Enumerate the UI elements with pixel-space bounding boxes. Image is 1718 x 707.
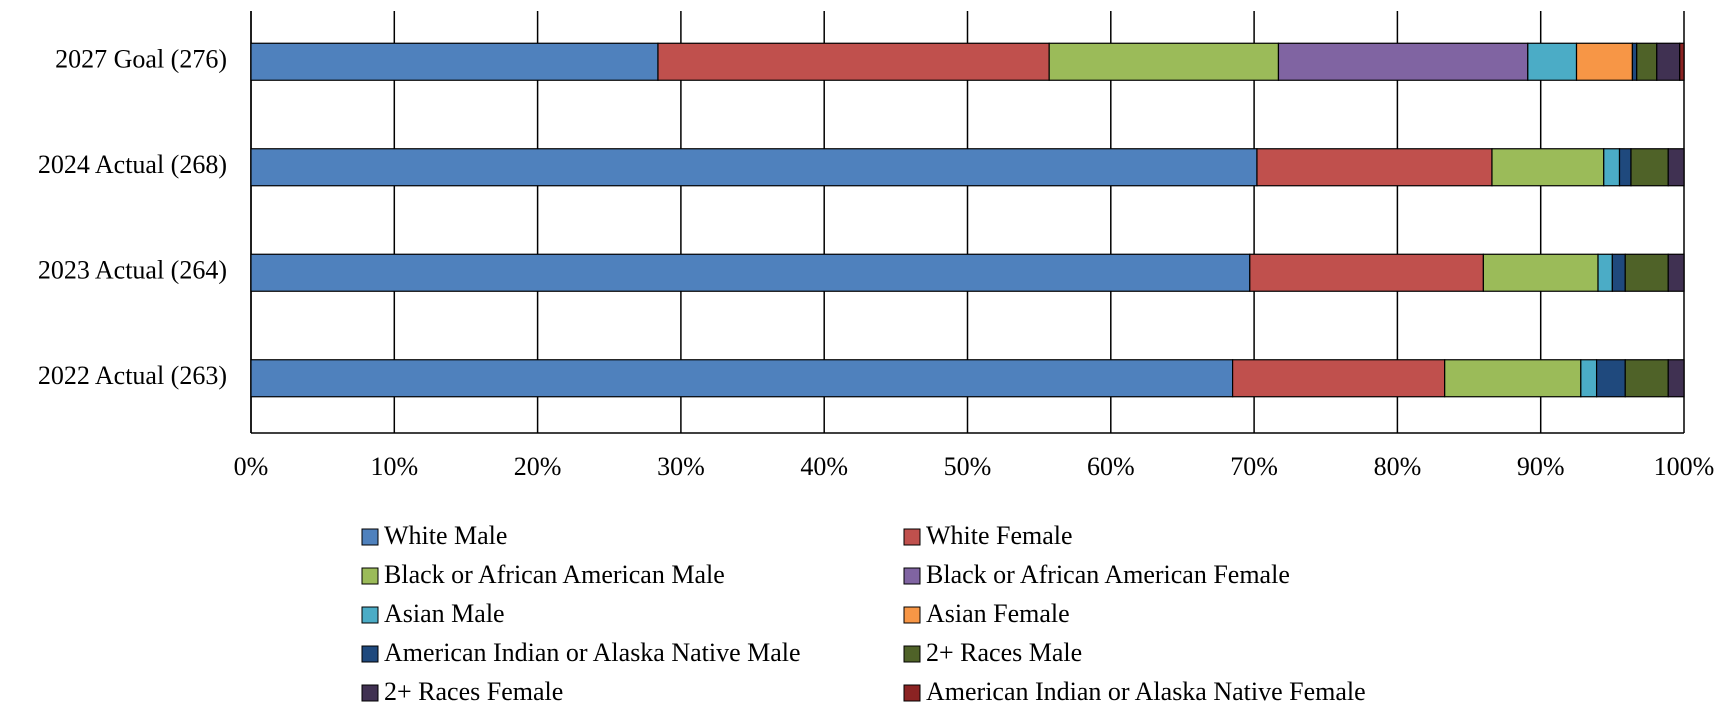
bar-segment [1580, 359, 1598, 398]
legend-swatch [903, 567, 921, 585]
bar-segment [1597, 253, 1613, 292]
bar-segment [1249, 253, 1484, 292]
bar-segment [1679, 42, 1685, 81]
legend-swatch [361, 645, 379, 663]
x-tick-label: 50% [944, 452, 992, 481]
bar-segment [1667, 359, 1685, 398]
bar-segment [1618, 148, 1632, 187]
y-tick-label: 2022 Actual (263) [38, 361, 227, 390]
bar-segment [1656, 42, 1681, 81]
bar-segment [1491, 148, 1605, 187]
bar-segment [1667, 148, 1685, 187]
bar-segment [1575, 42, 1634, 81]
bar-segment [1444, 359, 1582, 398]
bar-segment [1527, 42, 1578, 81]
x-tick-label: 10% [370, 452, 418, 481]
x-tick-label: 20% [514, 452, 562, 481]
legend-label: 2+ Races Female [384, 677, 563, 706]
legend-label: Asian Male [384, 599, 505, 628]
legend-label: 2+ Races Male [926, 638, 1082, 667]
legend-label: White Male [384, 521, 507, 550]
x-tick-label: 90% [1517, 452, 1565, 481]
legend-label: Asian Female [926, 599, 1070, 628]
bar-segment [250, 148, 1258, 187]
bar-segment [1624, 359, 1669, 398]
x-tick-label: 100% [1654, 452, 1715, 481]
legend-swatch [903, 684, 921, 702]
legend-swatch [361, 606, 379, 624]
legend-swatch [903, 645, 921, 663]
x-tick-label: 40% [800, 452, 848, 481]
bar-segment [250, 359, 1234, 398]
bar-segment [1636, 42, 1658, 81]
legend-label: American Indian or Alaska Native Female [926, 677, 1366, 706]
bar-segment [1256, 148, 1493, 187]
x-tick-label: 0% [234, 452, 269, 481]
bar-segment [1631, 42, 1638, 81]
x-tick-label: 70% [1230, 452, 1278, 481]
bar-segment [1611, 253, 1626, 292]
legend-label: Black or African American Female [926, 560, 1290, 589]
y-tick-label: 2024 Actual (268) [38, 150, 227, 179]
legend-label: American Indian or Alaska Native Male [384, 638, 801, 667]
bar-segment [1277, 42, 1529, 81]
legend-swatch [361, 684, 379, 702]
bar-segment [250, 253, 1251, 292]
bar-segment [1603, 148, 1621, 187]
legend-swatch [361, 528, 379, 546]
bar-segment [657, 42, 1050, 81]
bar-segment [1048, 42, 1280, 81]
y-tick-label: 2023 Actual (264) [38, 256, 227, 285]
bar-segment [1667, 253, 1685, 292]
legend-label: White Female [926, 521, 1073, 550]
bar-segment [1630, 148, 1669, 187]
bar-segment [1624, 253, 1669, 292]
legend-label: Black or African American Male [384, 560, 725, 589]
bar-segment [1595, 359, 1626, 398]
x-tick-label: 30% [657, 452, 705, 481]
bar-segment [1482, 253, 1599, 292]
bar-segment [1232, 359, 1446, 398]
y-tick-label: 2027 Goal (276) [55, 45, 227, 74]
legend-swatch [903, 528, 921, 546]
x-tick-label: 60% [1087, 452, 1135, 481]
legend-swatch [361, 567, 379, 585]
bar-segment [250, 42, 659, 81]
legend-swatch [903, 606, 921, 624]
x-tick-label: 80% [1374, 452, 1422, 481]
